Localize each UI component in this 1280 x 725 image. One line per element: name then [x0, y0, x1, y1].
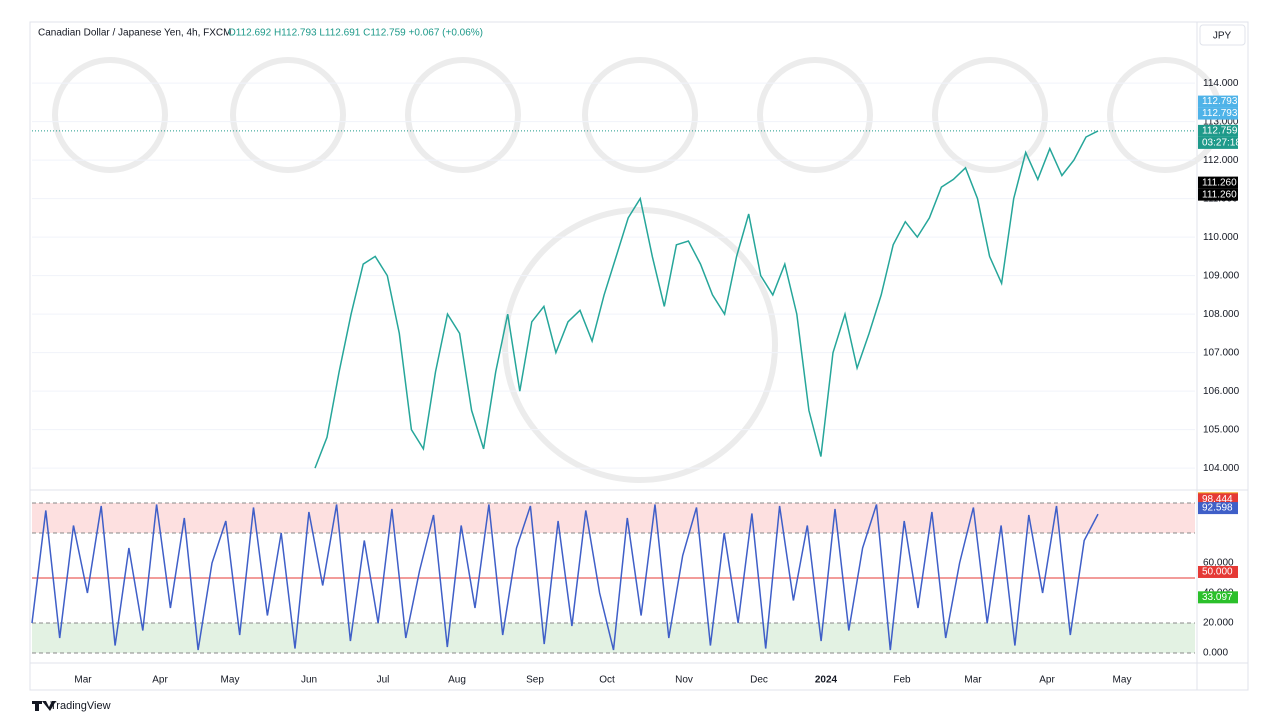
price-label-bg: [1198, 188, 1238, 201]
price-label-text: 111.260: [1202, 177, 1237, 188]
price-label: 112.793: [1198, 107, 1238, 120]
y-tick-label: 105.000: [1203, 424, 1240, 435]
price-label-bg: [1198, 565, 1238, 578]
price-label-bg: [1198, 176, 1238, 189]
currency-button[interactable]: [1199, 24, 1246, 46]
x-tick-label: Jul: [377, 675, 390, 686]
x-tick-label: Jun: [301, 675, 317, 686]
price-label-bg: [1198, 591, 1238, 604]
x-tick-label: Feb: [893, 675, 911, 686]
y-tick-label: 110.000: [1203, 232, 1239, 243]
y-tick-label: 107.000: [1203, 347, 1240, 358]
y-tick-label: 113.000: [1203, 116, 1239, 127]
y-tick-label: 106.000: [1203, 386, 1240, 397]
y-tick-label: 114.000: [1203, 78, 1239, 89]
price-label: 03:27:18: [1198, 136, 1241, 149]
price-label-text: 112.793: [1202, 108, 1238, 119]
y-tick-label: 108.000: [1203, 309, 1240, 320]
price-label: 112.759: [1198, 124, 1238, 137]
currency[interactable]: JPY: [1213, 31, 1232, 42]
x-tick-label: 2024: [815, 675, 838, 686]
y-tick-label: 109.000: [1203, 270, 1240, 281]
y-tick-label: 112.000: [1203, 155, 1239, 166]
y-tick-label: 104.000: [1203, 463, 1240, 474]
price-label: 50.000: [1198, 565, 1238, 578]
price-label-bg: [1198, 136, 1238, 149]
x-tick-label: Mar: [74, 675, 92, 686]
frame: [29, 21, 1249, 691]
series-line: [314, 130, 1099, 469]
y-tick-label: 60.000: [1203, 558, 1234, 569]
price-label-text: 98.444: [1202, 494, 1233, 505]
x-tick-label: Nov: [675, 675, 693, 686]
y-tick-label: 20.000: [1203, 618, 1234, 629]
series-line: [31, 504, 1099, 651]
x-tick-label: Apr: [152, 675, 168, 686]
x-tick-label: Dec: [750, 675, 768, 686]
y-tick-label: 0.000: [1203, 648, 1228, 659]
price-label-bg: [1198, 124, 1238, 137]
price-label-text: 03:27:18: [1202, 138, 1241, 149]
brand: TradingView: [50, 700, 111, 712]
price-label: 92.598: [1198, 502, 1238, 515]
x-tick-label: Sep: [526, 675, 544, 686]
x-tick-label: Mar: [964, 675, 982, 686]
x-tick-label: May: [221, 675, 240, 686]
price-label-bg: [1198, 502, 1238, 515]
price-label-bg: [1198, 95, 1238, 108]
price-label-text: 111.260: [1202, 189, 1237, 200]
x-tick-label: May: [1113, 675, 1132, 686]
price-label-text: 50.000: [1202, 567, 1233, 578]
brand-logo: [32, 701, 56, 711]
price-label: 111.260: [1198, 176, 1238, 189]
watermarks: [52, 57, 1223, 483]
price-label-text: 112.759: [1202, 126, 1238, 137]
price-label: 112.793: [1198, 95, 1238, 108]
price-label-text: 92.598: [1202, 503, 1233, 514]
x-tick-label: Aug: [448, 675, 466, 686]
price-label: 33.097: [1198, 591, 1238, 604]
price-label: 111.260: [1198, 188, 1238, 201]
price-label-text: 112.793: [1202, 96, 1238, 107]
x-tick-label: Oct: [599, 675, 615, 686]
price-label-bg: [1198, 107, 1238, 120]
symbol-title: Canadian Dollar / Japanese Yen, 4h, FXCM: [38, 28, 231, 39]
zone: [32, 502, 1195, 533]
ohlc: O112.692 H112.793 L112.691 C112.759 +0.0…: [228, 28, 483, 39]
price-label-text: 33.097: [1202, 592, 1233, 603]
x-tick-label: Apr: [1039, 675, 1055, 686]
